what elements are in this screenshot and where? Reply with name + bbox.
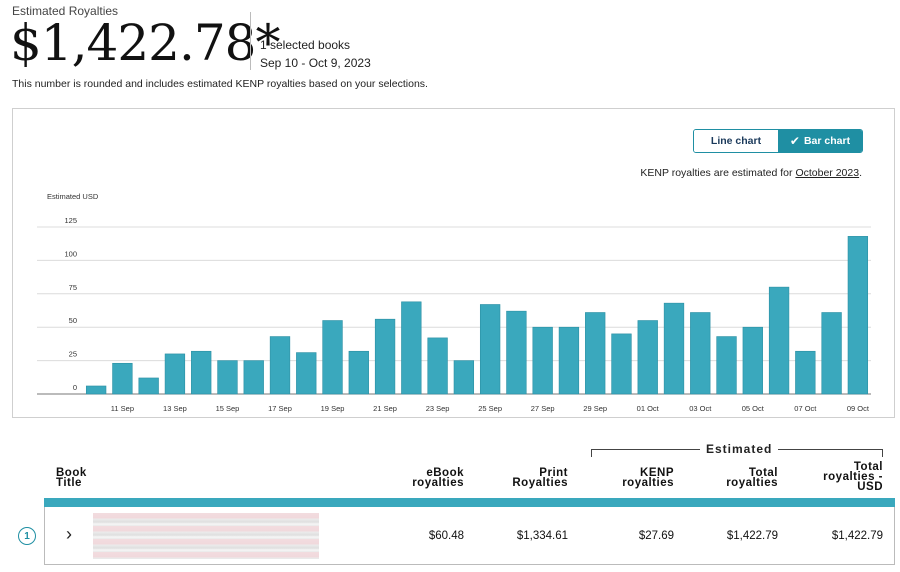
bar [716, 336, 737, 395]
x-tick-label: 05 Oct [742, 404, 765, 413]
bar [663, 302, 685, 395]
column-header-line: royalties [726, 477, 778, 489]
cell-ebook-royalties: $60.48 [428, 530, 464, 542]
column-header-line: Print [539, 467, 568, 479]
kenp-estimate-note: KENP royalties are estimated for October… [640, 167, 862, 179]
y-axis-label: Estimated USD [47, 192, 99, 201]
column-header-line: eBook [426, 467, 464, 479]
chevron-right-icon[interactable]: › [66, 524, 72, 544]
column-header-line: USD [857, 481, 883, 493]
column-header-kenp-royalties[interactable]: KENP royalties [622, 467, 674, 489]
bar [585, 312, 606, 395]
column-header-line: Total [853, 461, 883, 473]
bar [85, 385, 107, 395]
y-tick-label: 50 [69, 316, 77, 325]
bar [558, 326, 580, 395]
x-tick-label: 29 Sep [583, 404, 607, 413]
kenp-note-prefix: KENP royalties are estimated for [640, 167, 796, 179]
header-divider [250, 12, 251, 70]
x-tick-label: 17 Sep [268, 404, 292, 413]
line-chart-button[interactable]: Line chart [694, 130, 778, 152]
date-range: Sep 10 - Oct 9, 2023 [260, 56, 371, 70]
bar [611, 333, 632, 395]
column-header-line: Total [748, 467, 778, 479]
bar [348, 350, 369, 395]
bar [821, 312, 842, 395]
column-header-book-title[interactable]: Book Title [56, 467, 87, 489]
bar [795, 350, 816, 395]
bar [322, 320, 343, 395]
x-tick-label: 19 Sep [321, 404, 345, 413]
estimated-group-label: Estimated [700, 442, 779, 456]
x-tick-label: 13 Sep [163, 404, 187, 413]
x-tick-label: 07 Oct [794, 404, 817, 413]
bar [506, 310, 527, 395]
redacted-book-title [93, 513, 319, 559]
column-header-line: royalties - [823, 471, 883, 483]
y-tick-label: 0 [73, 383, 77, 392]
cell-kenp-royalties: $27.69 [638, 530, 674, 542]
column-header-print-royalties[interactable]: Print Royalties [512, 467, 568, 489]
x-tick-label: 15 Sep [216, 404, 240, 413]
table-header-bar [44, 498, 895, 507]
column-header-total-royalties[interactable]: Total royalties [726, 467, 778, 489]
bar [112, 362, 133, 395]
row-number-badge: 1 [18, 527, 36, 545]
bar [296, 352, 317, 395]
column-header-total-royalties-usd[interactable]: Total royalties - USD [823, 461, 883, 493]
bar [164, 353, 186, 395]
bar [427, 337, 448, 395]
bar-chart-label: Bar chart [803, 135, 851, 147]
check-icon: ✔ [789, 134, 800, 148]
x-tick-label: 03 Oct [689, 404, 712, 413]
bar [191, 350, 212, 395]
bar [243, 360, 264, 395]
bar [690, 312, 711, 395]
chart-type-toggle: Line chart ✔ Bar chart [693, 129, 863, 153]
x-tick-label: 01 Oct [637, 404, 660, 413]
cell-print-royalties: $1,334.61 [516, 530, 568, 542]
rounding-note: This number is rounded and includes esti… [12, 78, 428, 90]
y-tick-label: 125 [64, 216, 77, 225]
x-tick-label: 27 Sep [531, 404, 555, 413]
cell-total-royalties: $1,422.79 [726, 530, 778, 542]
bar [269, 336, 291, 395]
column-header-line: Royalties [512, 477, 568, 489]
x-tick-label: 25 Sep [478, 404, 502, 413]
royalties-bar-chart: Estimated USD 0 25 50 75 100 125 11 Sep 13 Sep 15… [37, 192, 871, 413]
bar [138, 377, 159, 395]
bar [742, 326, 763, 395]
bar [401, 301, 422, 395]
bar [374, 318, 396, 395]
estimated-royalties-label: Estimated Royalties [12, 4, 119, 18]
royalties-chart-panel: Estimated USD 0 25 50 75 100 125 11 Sep 13 Sep 15… [12, 108, 895, 418]
x-tick-label: 11 Sep [111, 404, 134, 413]
bar-chart-button[interactable]: ✔ Bar chart [778, 130, 862, 152]
bar [637, 320, 658, 395]
bar [217, 360, 238, 395]
y-tick-label: 100 [64, 249, 77, 258]
x-tick-label: 21 Sep [373, 404, 397, 413]
column-header-ebook-royalties[interactable]: eBook royalties [412, 467, 464, 489]
y-tick-label: 75 [69, 283, 77, 292]
bar [453, 360, 475, 395]
kenp-month-link[interactable]: October 2023 [795, 167, 860, 179]
bar [479, 304, 501, 395]
bar [532, 326, 553, 395]
column-header-line: Title [56, 477, 82, 489]
line-chart-label: Line chart [710, 135, 762, 147]
y-tick-label: 25 [69, 350, 77, 359]
total-royalties-amount: $1,422.78* [10, 14, 280, 72]
bar [768, 286, 790, 395]
x-tick-label: 23 Sep [426, 404, 450, 413]
column-header-line: royalties [412, 477, 464, 489]
column-header-line: KENP [640, 467, 674, 479]
column-header-line: royalties [622, 477, 674, 489]
kenp-note-suffix: . [859, 167, 862, 179]
x-tick-label: 09 Oct [847, 404, 870, 413]
bar [847, 236, 869, 395]
selected-books-count: 1 selected books [260, 38, 351, 52]
cell-total-royalties-usd: $1,422.79 [831, 530, 883, 542]
column-header-line: Book [56, 467, 87, 479]
